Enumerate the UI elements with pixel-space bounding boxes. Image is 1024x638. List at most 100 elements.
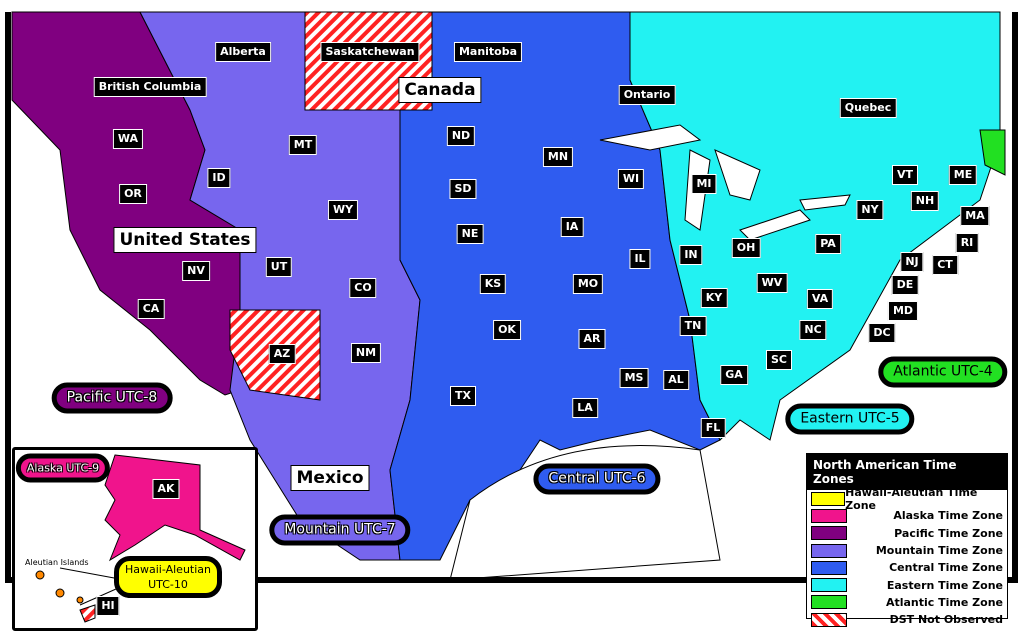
state-label-md: MD [887,301,919,321]
legend-item: Atlantic Time Zone [807,594,1007,611]
state-label-mi: MI [691,174,717,194]
state-label-nm: NM [350,343,382,363]
inset-shapes [35,454,246,623]
zone-pill-atlantic: Atlantic UTC-4 [878,356,1008,388]
state-label-ri: RI [955,233,979,253]
country-label-us: United States [113,227,257,253]
legend-label: Atlantic Time Zone [885,595,1003,609]
country-label-mexico: Mexico [290,465,370,491]
state-label-vt: VT [891,165,919,185]
state-label-nd: ND [446,126,476,146]
legend: North American Time Zones Hawaii-Aleutia… [806,453,1008,627]
state-label-id: ID [207,168,231,188]
state-label-sc: SC [766,350,792,370]
state-label-ut: UT [265,257,293,277]
state-label-mt: MT [288,135,318,155]
state-label-ct: CT [932,255,958,275]
legend-label: Pacific Time Zone [894,526,1003,540]
legend-swatch [811,508,847,523]
legend-label: Central Time Zone [889,561,1003,575]
map-frame [5,12,1018,583]
zone-pill-mountain: Mountain UTC-7 [269,514,411,546]
state-label-il: IL [629,249,651,269]
legend-label: DST Not Observed [889,613,1003,627]
legend-item: Eastern Time Zone [807,576,1007,593]
state-label-sd: SD [449,179,477,199]
state-label-la: LA [572,398,598,418]
legend-swatch [811,526,847,541]
legend-item: Mountain Time Zone [807,542,1007,559]
state-label-ky: KY [700,288,728,308]
legend-label: Eastern Time Zone [886,578,1003,592]
state-label-co: CO [349,278,377,298]
legend-swatch [811,491,846,506]
state-label-or: OR [119,184,147,204]
state-label-in: IN [679,245,703,265]
alaska-shape [104,454,246,562]
legend-swatch [811,578,847,593]
state-label-nv: NV [182,261,210,281]
state-label-ak: AK [152,479,180,499]
hawaii-shape [79,604,96,623]
legend-item: Alaska Time Zone [807,507,1007,524]
region-label-bc: British Columbia [93,77,207,97]
state-label-ga: GA [720,365,748,385]
state-label-tn: TN [679,316,707,336]
legend-swatch [811,612,847,627]
zone-pill-eastern: Eastern UTC-5 [785,403,915,435]
legend-item: Pacific Time Zone [807,525,1007,542]
legend-item: DST Not Observed [807,611,1007,628]
legend-item: Central Time Zone [807,559,1007,576]
eastern-zone [629,11,1001,441]
state-label-hi: HI [96,596,120,616]
state-label-wv: WV [756,273,788,293]
state-label-mo: MO [572,274,604,294]
hawaii-zone-utc: UTC-10 [148,578,188,591]
legend-label: Hawaii-Aleutian Time Zone [845,485,978,512]
state-label-pa: PA [815,234,841,254]
state-label-tx: TX [450,386,476,406]
state-label-nc: NC [799,320,827,340]
aleutian-islands-label: Aleutian Islands [25,558,89,567]
region-label-manitoba: Manitoba [453,42,523,62]
state-label-oh: OH [731,238,761,258]
country-label-canada: Canada [398,77,482,103]
legend-swatch [811,543,847,558]
legend-label: Alaska Time Zone [893,509,1003,523]
state-label-wa: WA [112,129,144,149]
zone-pill-central: Central UTC-6 [533,463,661,495]
state-label-ar: AR [578,329,606,349]
state-label-al: AL [663,370,689,390]
region-label-ontario: Ontario [618,85,676,105]
hawaii-zone-name: Hawaii-Aleutian [125,563,211,576]
state-label-ks: KS [479,274,507,294]
region-label-saskatchewan: Saskatchewan [320,42,420,62]
zone-pill-pacific: Pacific UTC-8 [51,382,173,414]
state-label-ne: NE [456,224,484,244]
state-label-nj: NJ [900,252,924,272]
zone-pill-hawaii: Hawaii-Aleutian UTC-10 [114,556,222,598]
state-label-dc: DC [868,323,896,343]
state-label-ok: OK [493,320,521,340]
state-label-va: VA [806,289,834,309]
state-label-ca: CA [137,299,165,319]
state-label-nh: NH [910,191,940,211]
atlantic-zone [979,129,1006,176]
legend-label: Mountain Time Zone [875,544,1003,558]
state-label-ia: IA [560,217,584,237]
state-label-az: AZ [268,344,296,364]
legend-item: Hawaii-Aleutian Time Zone [807,486,1007,512]
state-label-me: ME [948,165,978,185]
state-label-ms: MS [619,368,649,388]
state-label-de: DE [891,275,919,295]
legend-title: North American Time Zones [807,454,1007,490]
region-label-alberta: Alberta [215,42,271,62]
state-label-ma: MA [960,206,990,226]
state-label-mn: MN [542,147,574,167]
legend-swatch [811,595,847,610]
region-label-quebec: Quebec [839,98,897,118]
legend-swatch [811,560,847,575]
state-label-wy: WY [327,200,359,220]
